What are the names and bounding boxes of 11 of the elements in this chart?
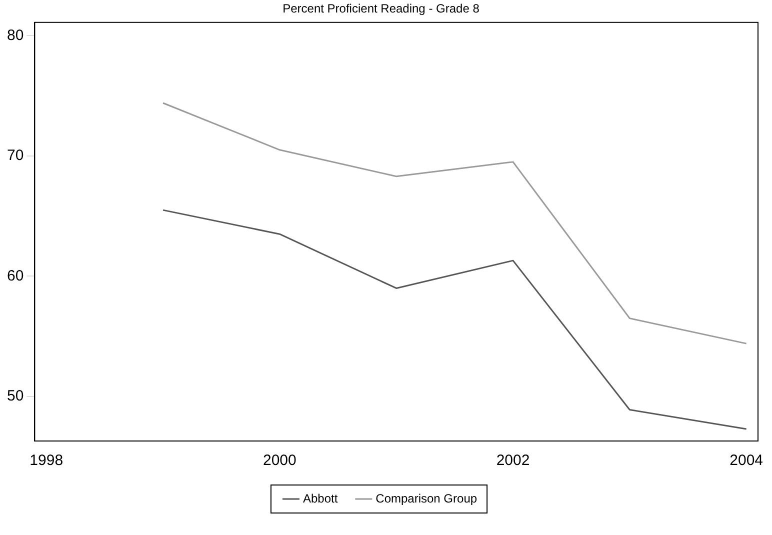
y-tick-label: 80 bbox=[6, 26, 24, 44]
y-tick-label: 50 bbox=[6, 388, 24, 405]
x-tick-label: 2002 bbox=[496, 452, 530, 470]
y-tick-label: 70 bbox=[6, 147, 24, 164]
chart-title: Percent Proficient Reading - Grade 8 bbox=[282, 2, 480, 16]
legend-label: Abbott bbox=[302, 491, 338, 506]
y-tick-label: 60 bbox=[6, 267, 24, 284]
x-tick-label: 1998 bbox=[30, 452, 64, 470]
x-tick-label: 2004 bbox=[730, 452, 764, 470]
legend-label: Comparison Group bbox=[376, 491, 478, 506]
x-tick-label: 2000 bbox=[262, 452, 296, 470]
